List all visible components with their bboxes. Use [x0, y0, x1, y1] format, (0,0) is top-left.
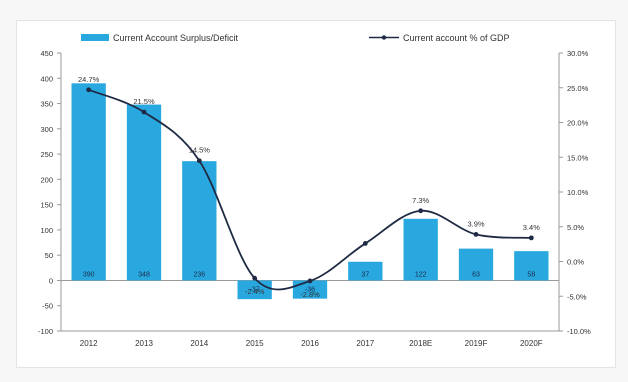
y-left-tick-label: -100: [38, 327, 53, 336]
line-point: [252, 275, 258, 281]
legend-bar-swatch: [81, 34, 109, 41]
bar-value-label: 348: [138, 271, 150, 278]
bar-value-label: -37: [250, 286, 260, 293]
bar: [348, 261, 383, 281]
y-right-tick-label: 5.0%: [567, 223, 584, 232]
line-value-label: 14.5%: [189, 146, 211, 155]
line-point: [307, 278, 313, 284]
line-series: [88, 88, 532, 291]
line-point: [418, 208, 424, 214]
x-tick-label: 2017: [356, 339, 374, 348]
y-right-tick-label: 25.0%: [567, 84, 589, 93]
line-value-label: 7.3%: [412, 196, 429, 205]
y-left-tick-label: 450: [40, 49, 53, 58]
x-tick-label: 2016: [301, 339, 319, 348]
bar-value-label: 37: [361, 271, 369, 278]
y-right-tick-label: 0.0%: [567, 258, 584, 267]
y-right-tick-label: 15.0%: [567, 153, 589, 162]
bar: [458, 248, 494, 281]
y-right-tick-label: -5.0%: [567, 292, 587, 301]
bar-value-label: 122: [415, 271, 427, 278]
line-point: [86, 87, 92, 93]
x-tick-label: 2012: [80, 339, 98, 348]
line-value-label: 24.7%: [78, 75, 100, 84]
legend-line-marker: [381, 35, 387, 40]
y-left-tick-label: 400: [40, 74, 53, 83]
bar: [514, 251, 549, 281]
bar-value-label: 390: [83, 271, 95, 278]
line-value-label: 3.4%: [523, 223, 540, 232]
line-point: [473, 231, 479, 237]
chart-panel: Current Account Surplus/Deficit Current a…: [16, 20, 616, 368]
bar: [182, 161, 217, 281]
y-right-tick-label: -10.0%: [567, 327, 591, 336]
bar-value-label: -36: [305, 286, 315, 293]
legend-bar-label: Current Account Surplus/Deficit: [113, 33, 239, 43]
line-point: [141, 109, 147, 115]
y-right-tick-label: 30.0%: [567, 49, 589, 58]
line-value-label: -2.4%: [245, 287, 265, 296]
x-tick-label: 2019F: [465, 339, 488, 348]
y-left-tick-label: 300: [40, 125, 53, 134]
y-left-tick-label: 100: [40, 226, 53, 235]
y-left-tick-label: -50: [42, 302, 53, 311]
y-left-tick-label: 350: [40, 100, 53, 109]
y-left-tick-label: 50: [45, 251, 53, 260]
y-left-tick-label: 250: [40, 150, 53, 159]
bar-value-label: 58: [527, 271, 535, 278]
x-tick-label: 2018E: [409, 339, 432, 348]
line-value-label: 3.9%: [467, 219, 484, 228]
y-right-tick-label: 20.0%: [567, 119, 589, 128]
bar-value-label: 63: [472, 271, 480, 278]
bar: [292, 280, 328, 299]
bar: [71, 83, 106, 281]
x-tick-label: 2014: [190, 339, 208, 348]
bar: [126, 104, 162, 281]
line-point: [528, 235, 534, 241]
x-tick-label: 2020F: [520, 339, 543, 348]
y-left-tick-label: 150: [40, 201, 53, 210]
bar-value-label: 236: [193, 271, 205, 278]
current-account-chart: Current Account Surplus/Deficit Current a…: [38, 33, 591, 348]
y-left-tick-label: 200: [40, 175, 53, 184]
y-left-tick-label: 0: [49, 276, 53, 285]
x-tick-label: 2013: [135, 339, 153, 348]
legend-line-label: Current account % of GDP: [403, 33, 510, 43]
line-point: [196, 158, 202, 164]
line-point: [362, 241, 368, 246]
y-right-tick-label: 10.0%: [567, 188, 589, 197]
bar: [403, 218, 438, 281]
x-tick-label: 2015: [246, 339, 264, 348]
line-value-label: 21.5%: [133, 97, 155, 106]
line-value-label: -2.8%: [300, 290, 320, 299]
